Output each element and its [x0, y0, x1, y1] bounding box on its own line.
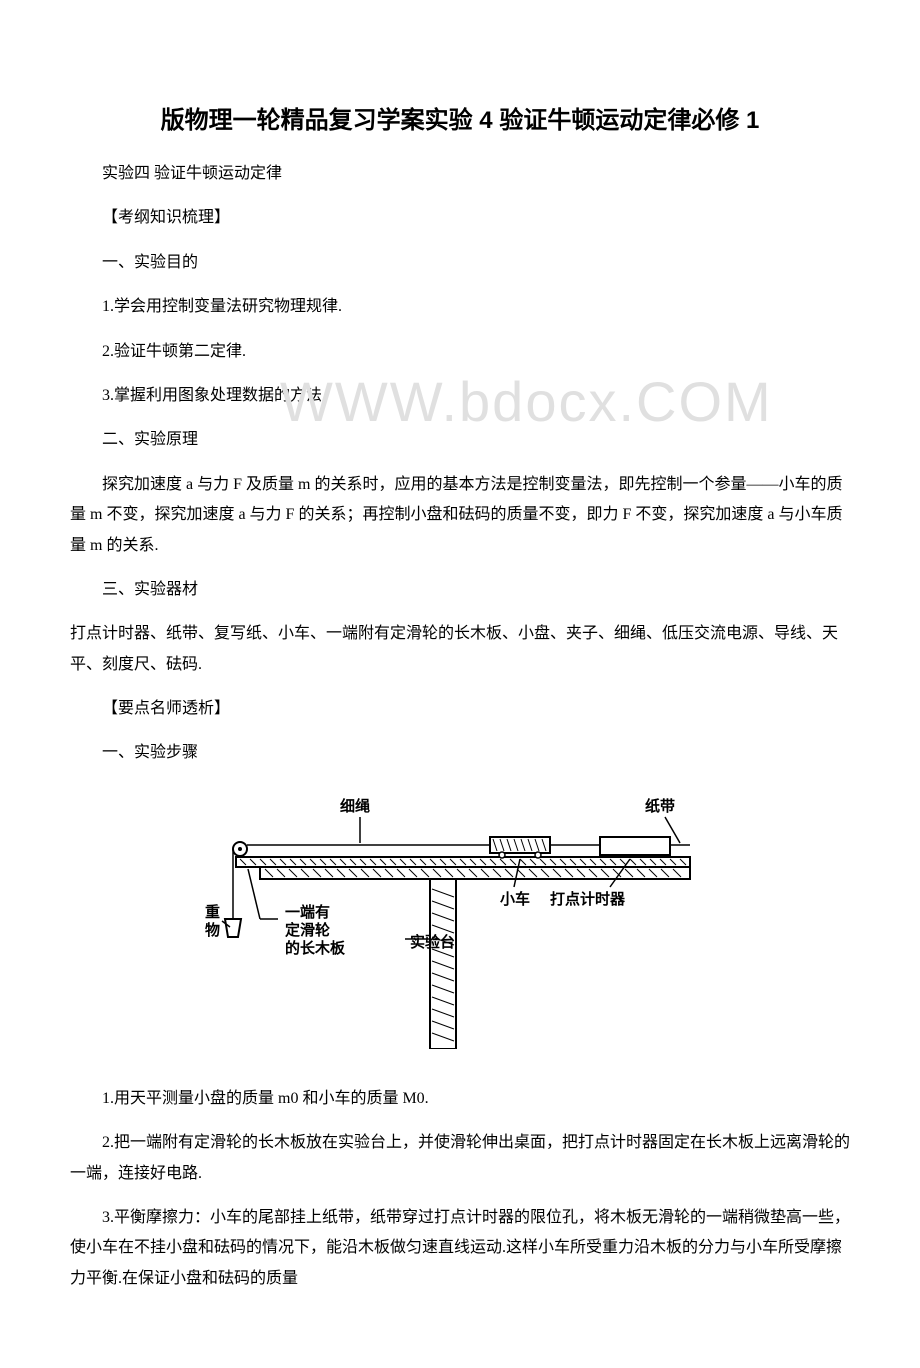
section-3-title: 三、实验器材 — [70, 575, 850, 605]
section-4-title: 一、实验步骤 — [70, 738, 850, 768]
s3-body: 打点计时器、纸带、复写纸、小车、一端附有定滑轮的长木板、小盘、夹子、细绳、低压交… — [70, 619, 850, 680]
label-weight-2: 物 — [205, 921, 220, 939]
step-2: 2.把一端附有定滑轮的长木板放在实验台上，并使滑轮伸出桌面，把打点计时器固定在长… — [70, 1128, 850, 1189]
subtitle: 实验四 验证牛顿运动定律 — [70, 159, 850, 189]
experiment-diagram: WWW.bdocx.COM — [70, 789, 850, 1054]
label-pb-3: 的长木板 — [285, 939, 346, 957]
label-pb-2: 定滑轮 — [285, 921, 330, 939]
s1-item-2: 2.验证牛顿第二定律. — [70, 337, 850, 367]
s2-body: 探究加速度 a 与力 F 及质量 m 的关系时，应用的基本方法是控制变量法，即先… — [70, 470, 850, 561]
s1-item-3: 3.掌握利用图象处理数据的方法. — [70, 381, 850, 411]
step-1: 1.用天平测量小盘的质量 m0 和小车的质量 M0. — [70, 1084, 850, 1114]
label-table: 实验台 — [410, 933, 455, 951]
points-header: 【要点名师透析】 — [70, 694, 850, 724]
outline-header: 【考纲知识梳理】 — [70, 203, 850, 233]
page-title: 版物理一轮精品复习学案实验 4 验证牛顿运动定律必修 1 — [70, 100, 850, 135]
label-cart: 小车 — [500, 890, 530, 908]
s1-item-1: 1.学会用控制变量法研究物理规律. — [70, 292, 850, 322]
label-rope: 细绳 — [340, 797, 370, 815]
label-paper-tape: 纸带 — [645, 797, 675, 815]
label-weight-1: 重 — [205, 903, 220, 921]
step-3: 3.平衡摩擦力：小车的尾部挂上纸带，纸带穿过打点计时器的限位孔，将木板无滑轮的一… — [70, 1203, 850, 1294]
section-2-title: 二、实验原理 — [70, 425, 850, 455]
label-pb-1: 一端有 — [285, 903, 330, 921]
section-1-title: 一、实验目的 — [70, 248, 850, 278]
label-timer: 打点计时器 — [550, 890, 626, 908]
